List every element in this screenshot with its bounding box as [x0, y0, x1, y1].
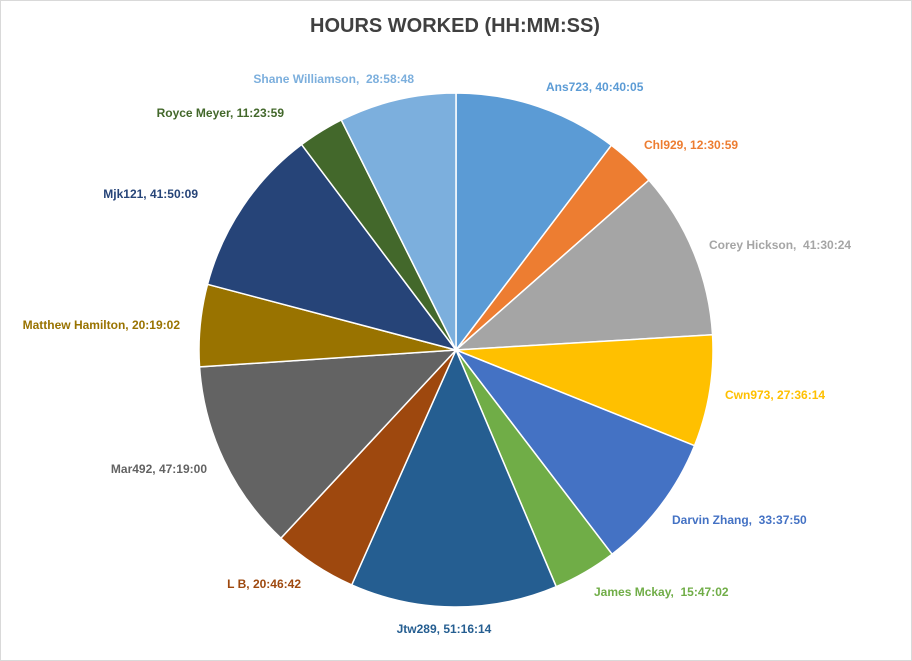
chart-title: HOURS WORKED (HH:MM:SS)	[310, 15, 600, 37]
pie-slice-corey-hickson	[453, 179, 714, 351]
data-label-matthew-hamilton: Matthew Hamilton, 20:19:02	[23, 318, 181, 332]
data-label-ans723: Ans723, 40:40:05	[546, 80, 644, 94]
pie-labels: Ans723, 40:40:05 Chl929, 12:30:59 Corey Hi…	[23, 72, 852, 636]
data-label-l-b: L B, 20:46:42	[227, 577, 301, 591]
data-label-shane-williamson: Shane Williamson, 28:58:48	[253, 72, 414, 86]
data-label-darvin-zhang: Darvin Zhang, 33:37:50	[672, 513, 807, 527]
pie-slice-shane-williamson	[340, 92, 457, 351]
data-label-cwn973: Cwn973, 27:36:14	[725, 388, 825, 402]
pie-slice-mar492	[198, 349, 458, 540]
pie-slice-cwn973	[455, 333, 714, 447]
data-label-chl929: Chl929, 12:30:59	[644, 138, 738, 152]
pie-slice-ans723	[455, 92, 613, 353]
data-label-royce-meyer: Royce Meyer, 11:23:59	[157, 106, 285, 120]
pie-slice-mjk121	[206, 143, 458, 352]
data-label-mjk121: Mjk121, 41:50:09	[103, 187, 198, 201]
data-label-jtw289: Jtw289, 51:16:14	[397, 622, 492, 636]
data-label-corey-hickson: Corey Hickson, 41:30:24	[709, 238, 851, 252]
pie-slice-darvin-zhang	[453, 348, 696, 556]
pie-slice-jtw289	[350, 348, 558, 608]
pie-slices	[198, 92, 714, 608]
data-label-james-mckay: James Mckay, 15:47:02	[594, 585, 729, 599]
data-label-mar492: Mar492, 47:19:00	[111, 462, 207, 476]
